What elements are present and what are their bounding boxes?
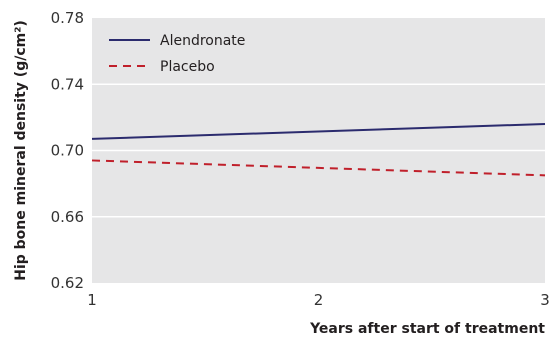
x-tick-label: 3	[540, 291, 549, 309]
series-line-placebo	[91, 159, 546, 177]
y-tick-label: 0.74	[51, 75, 84, 93]
y-axis-ticks: 0.62 0.66 0.70 0.74 0.78	[51, 9, 84, 292]
gridlines	[92, 83, 545, 218]
legend-label-placebo: Placebo	[160, 59, 215, 75]
legend: Alendronate Placebo	[109, 33, 245, 75]
y-tick-label: 0.66	[51, 208, 84, 226]
x-tick-label: 2	[314, 291, 324, 309]
y-axis-title: Hip bone mineral density (g/cm²)	[13, 20, 29, 281]
x-tick-label: 1	[87, 291, 97, 309]
y-tick-label: 0.62	[51, 274, 84, 292]
series-line-alendronate	[91, 123, 546, 140]
data-series	[91, 123, 546, 177]
legend-label-alendronate: Alendronate	[160, 33, 245, 49]
y-tick-label: 0.70	[51, 142, 84, 160]
y-tick-label: 0.78	[51, 9, 84, 27]
x-axis-ticks: 1 2 3	[87, 291, 549, 309]
x-axis-title: Years after start of treatment	[309, 321, 545, 337]
